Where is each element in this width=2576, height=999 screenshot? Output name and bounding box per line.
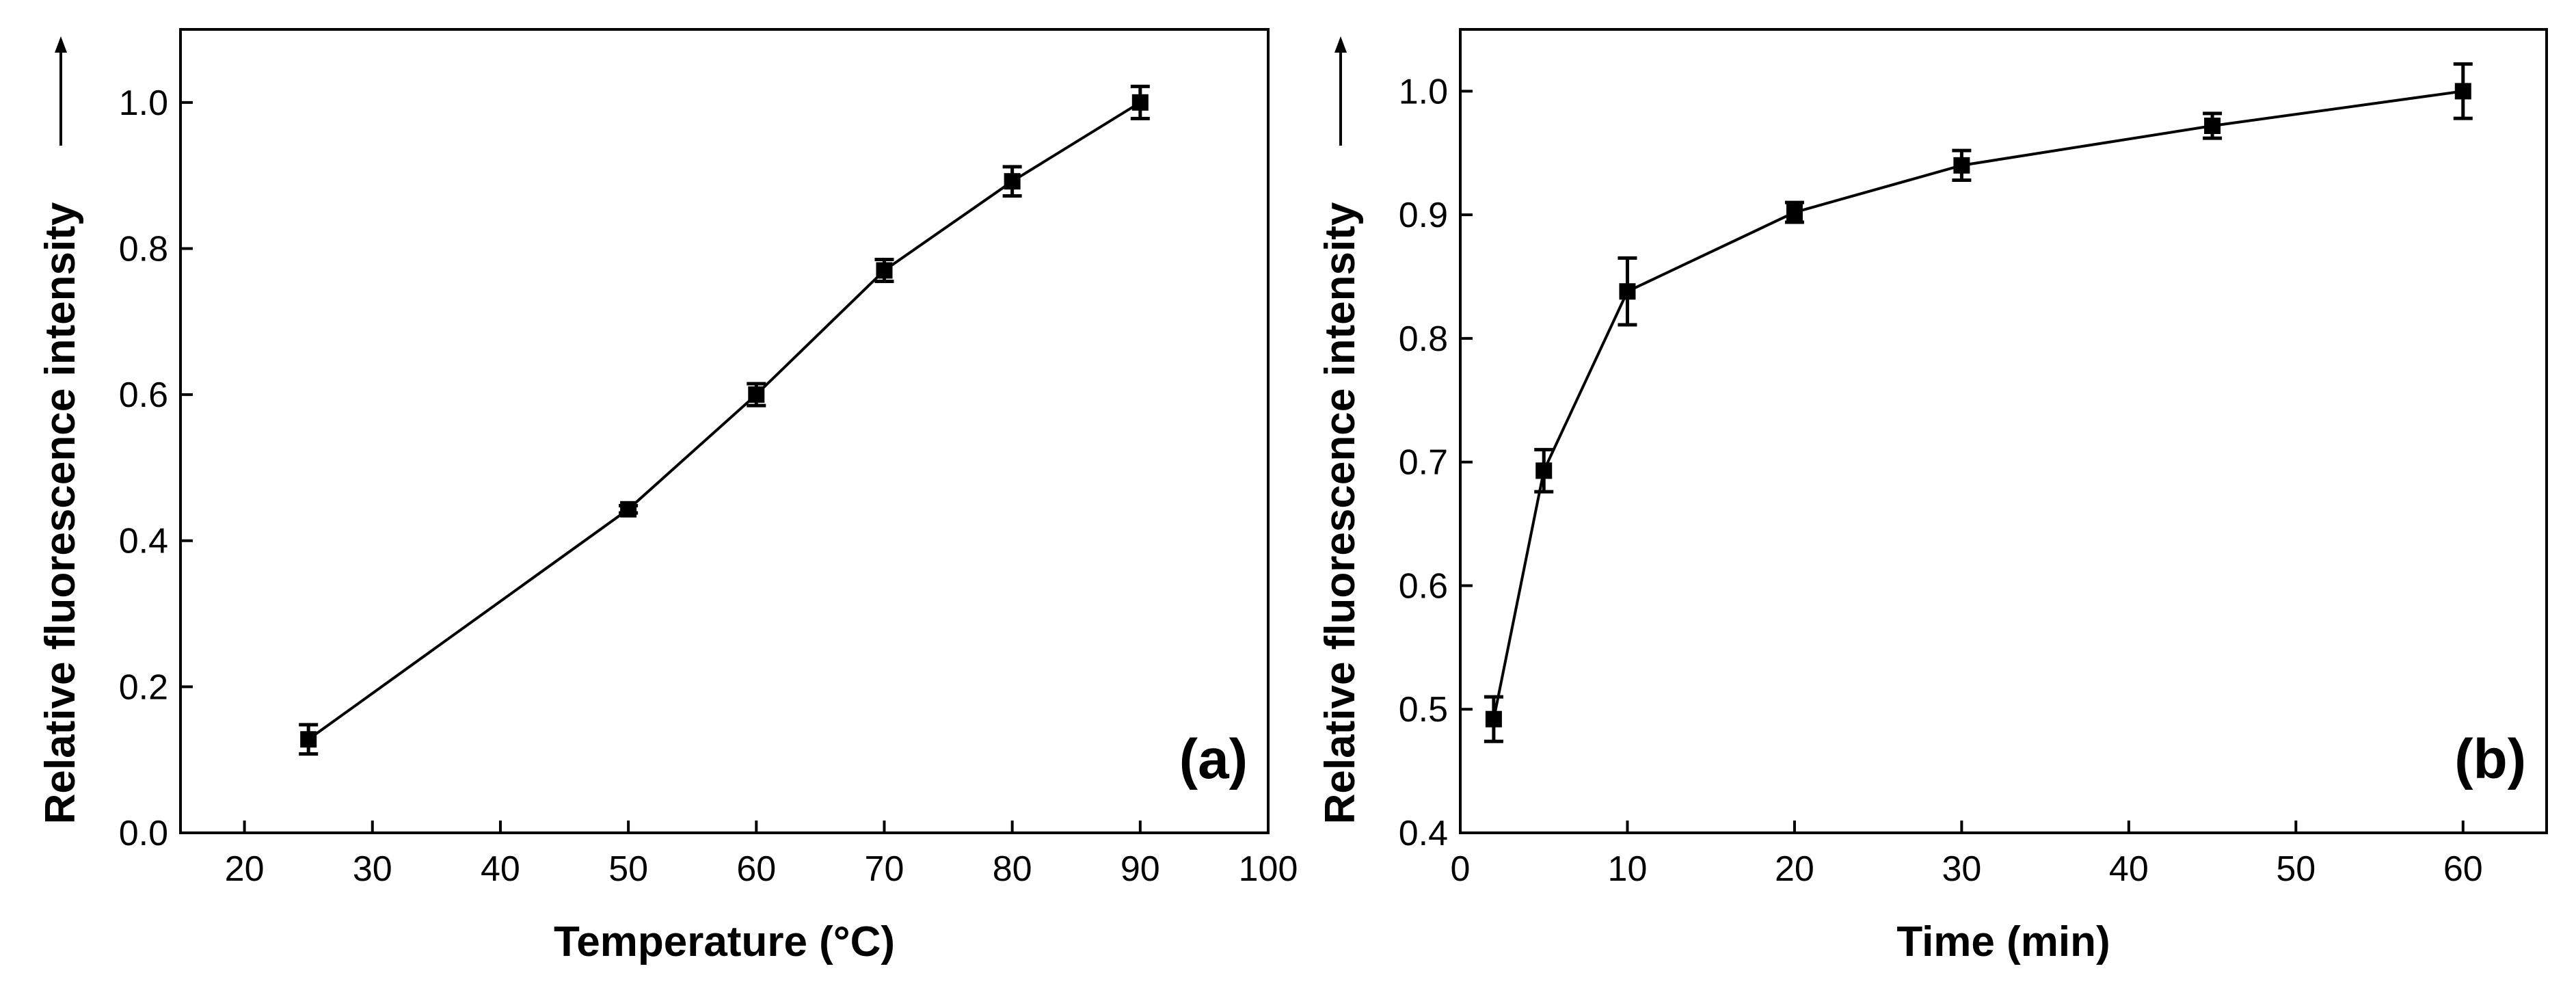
data-point [2454, 83, 2471, 100]
y-tick-label: 0.6 [119, 375, 168, 415]
data-line [1492, 90, 2464, 720]
x-tick-label: 60 [2443, 849, 2483, 889]
plot-frame [1459, 28, 2548, 834]
x-axis-label: Time (min) [1896, 918, 2110, 965]
x-tick-label: 30 [353, 849, 392, 889]
y-tick-label: 1.0 [119, 83, 168, 123]
data-point [1004, 173, 1021, 190]
y-tick-label: 0.4 [1399, 814, 1448, 853]
y-tick-label: 0.7 [1399, 443, 1448, 483]
y-label-arrowhead [55, 36, 67, 53]
x-tick-label: 100 [1239, 849, 1298, 889]
x-tick-label: 0 [1451, 849, 1471, 889]
data-point [2204, 118, 2221, 134]
x-tick-label: 50 [2276, 849, 2316, 889]
y-tick-label: 0.2 [119, 667, 168, 707]
y-tick-label: 0.5 [1399, 690, 1448, 730]
x-tick-label: 20 [1775, 849, 1814, 889]
y-axis-label: Relative fluorescence intensity [37, 202, 84, 824]
y-tick-label: 0.8 [119, 229, 168, 269]
data-line [308, 101, 1141, 741]
x-tick-label: 50 [608, 849, 648, 889]
x-tick-label: 10 [1608, 849, 1648, 889]
y-tick-label: 1.0 [1399, 72, 1448, 111]
x-axis-label: Temperature (°C) [554, 918, 895, 965]
y-tick-label: 0.0 [119, 814, 168, 853]
x-tick-label: 80 [993, 849, 1032, 889]
x-tick-label: 30 [1942, 849, 1981, 889]
data-point [1953, 157, 1970, 174]
data-point [1131, 94, 1149, 111]
data-point [1619, 283, 1636, 300]
y-tick-label: 0.4 [119, 522, 168, 561]
y-axis-label: Relative fluorescence intensity [1317, 202, 1364, 824]
y-tick-label: 0.6 [1399, 566, 1448, 606]
data-point [748, 386, 765, 403]
x-tick-label: 60 [736, 849, 776, 889]
y-label-arrowhead [1334, 36, 1347, 53]
panel-label: (a) [1179, 728, 1248, 790]
data-point [300, 731, 317, 748]
data-point [620, 501, 637, 518]
y-tick-label: 0.8 [1399, 319, 1448, 359]
x-tick-label: 20 [225, 849, 265, 889]
x-tick-label: 40 [2109, 849, 2149, 889]
plot-frame [179, 28, 1270, 834]
data-point [1786, 204, 1803, 221]
y-tick-label: 0.9 [1399, 196, 1448, 235]
data-point [1485, 710, 1502, 728]
x-tick-label: 90 [1121, 849, 1160, 889]
panel-label: (b) [2454, 728, 2526, 790]
data-point [1535, 462, 1553, 479]
x-tick-label: 40 [481, 849, 520, 889]
x-tick-label: 70 [865, 849, 904, 889]
data-point [876, 262, 893, 279]
